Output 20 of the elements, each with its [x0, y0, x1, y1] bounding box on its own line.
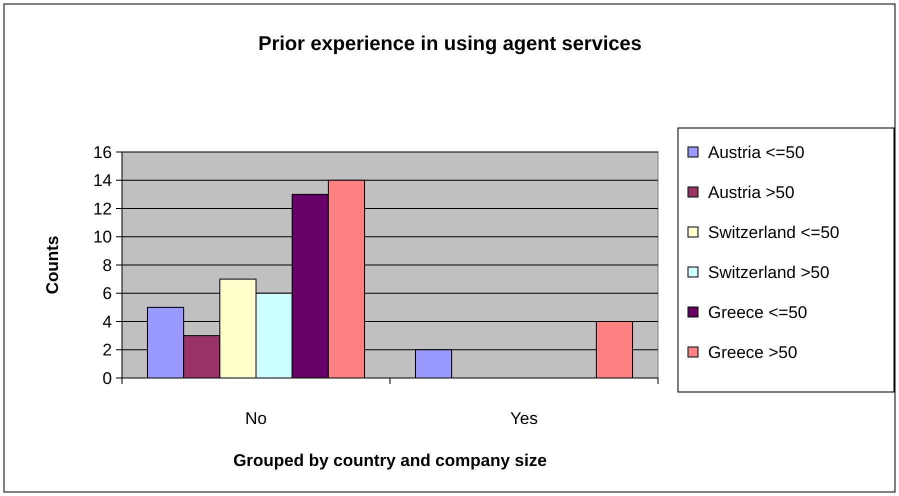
y-tick-label: 4 — [102, 312, 112, 332]
legend-label: Greece >50 — [708, 342, 798, 362]
y-tick-label: 16 — [93, 142, 112, 162]
y-tick-label: 10 — [93, 228, 112, 247]
y-tick-label: 6 — [102, 284, 112, 304]
x-axis-title: Grouped by country and company size — [233, 451, 547, 470]
legend-label: Switzerland >50 — [708, 262, 830, 282]
y-tick-label: 8 — [102, 256, 112, 275]
y-tick-label: 12 — [93, 199, 112, 218]
legend-label: Greece <=50 — [708, 302, 808, 322]
x-tick-label: No — [245, 409, 267, 428]
y-tick-label: 2 — [102, 340, 112, 360]
legend-label: Switzerland <=50 — [708, 222, 840, 242]
x-tick-label: Yes — [510, 409, 538, 428]
legend-label: Austria <=50 — [708, 142, 804, 162]
y-tick-label: 0 — [102, 368, 112, 388]
chart-title: Prior experience in using agent services — [258, 33, 642, 55]
legend-label: Austria >50 — [708, 182, 794, 202]
y-axis-title: Counts — [43, 236, 62, 294]
y-tick-label: 14 — [93, 171, 112, 190]
